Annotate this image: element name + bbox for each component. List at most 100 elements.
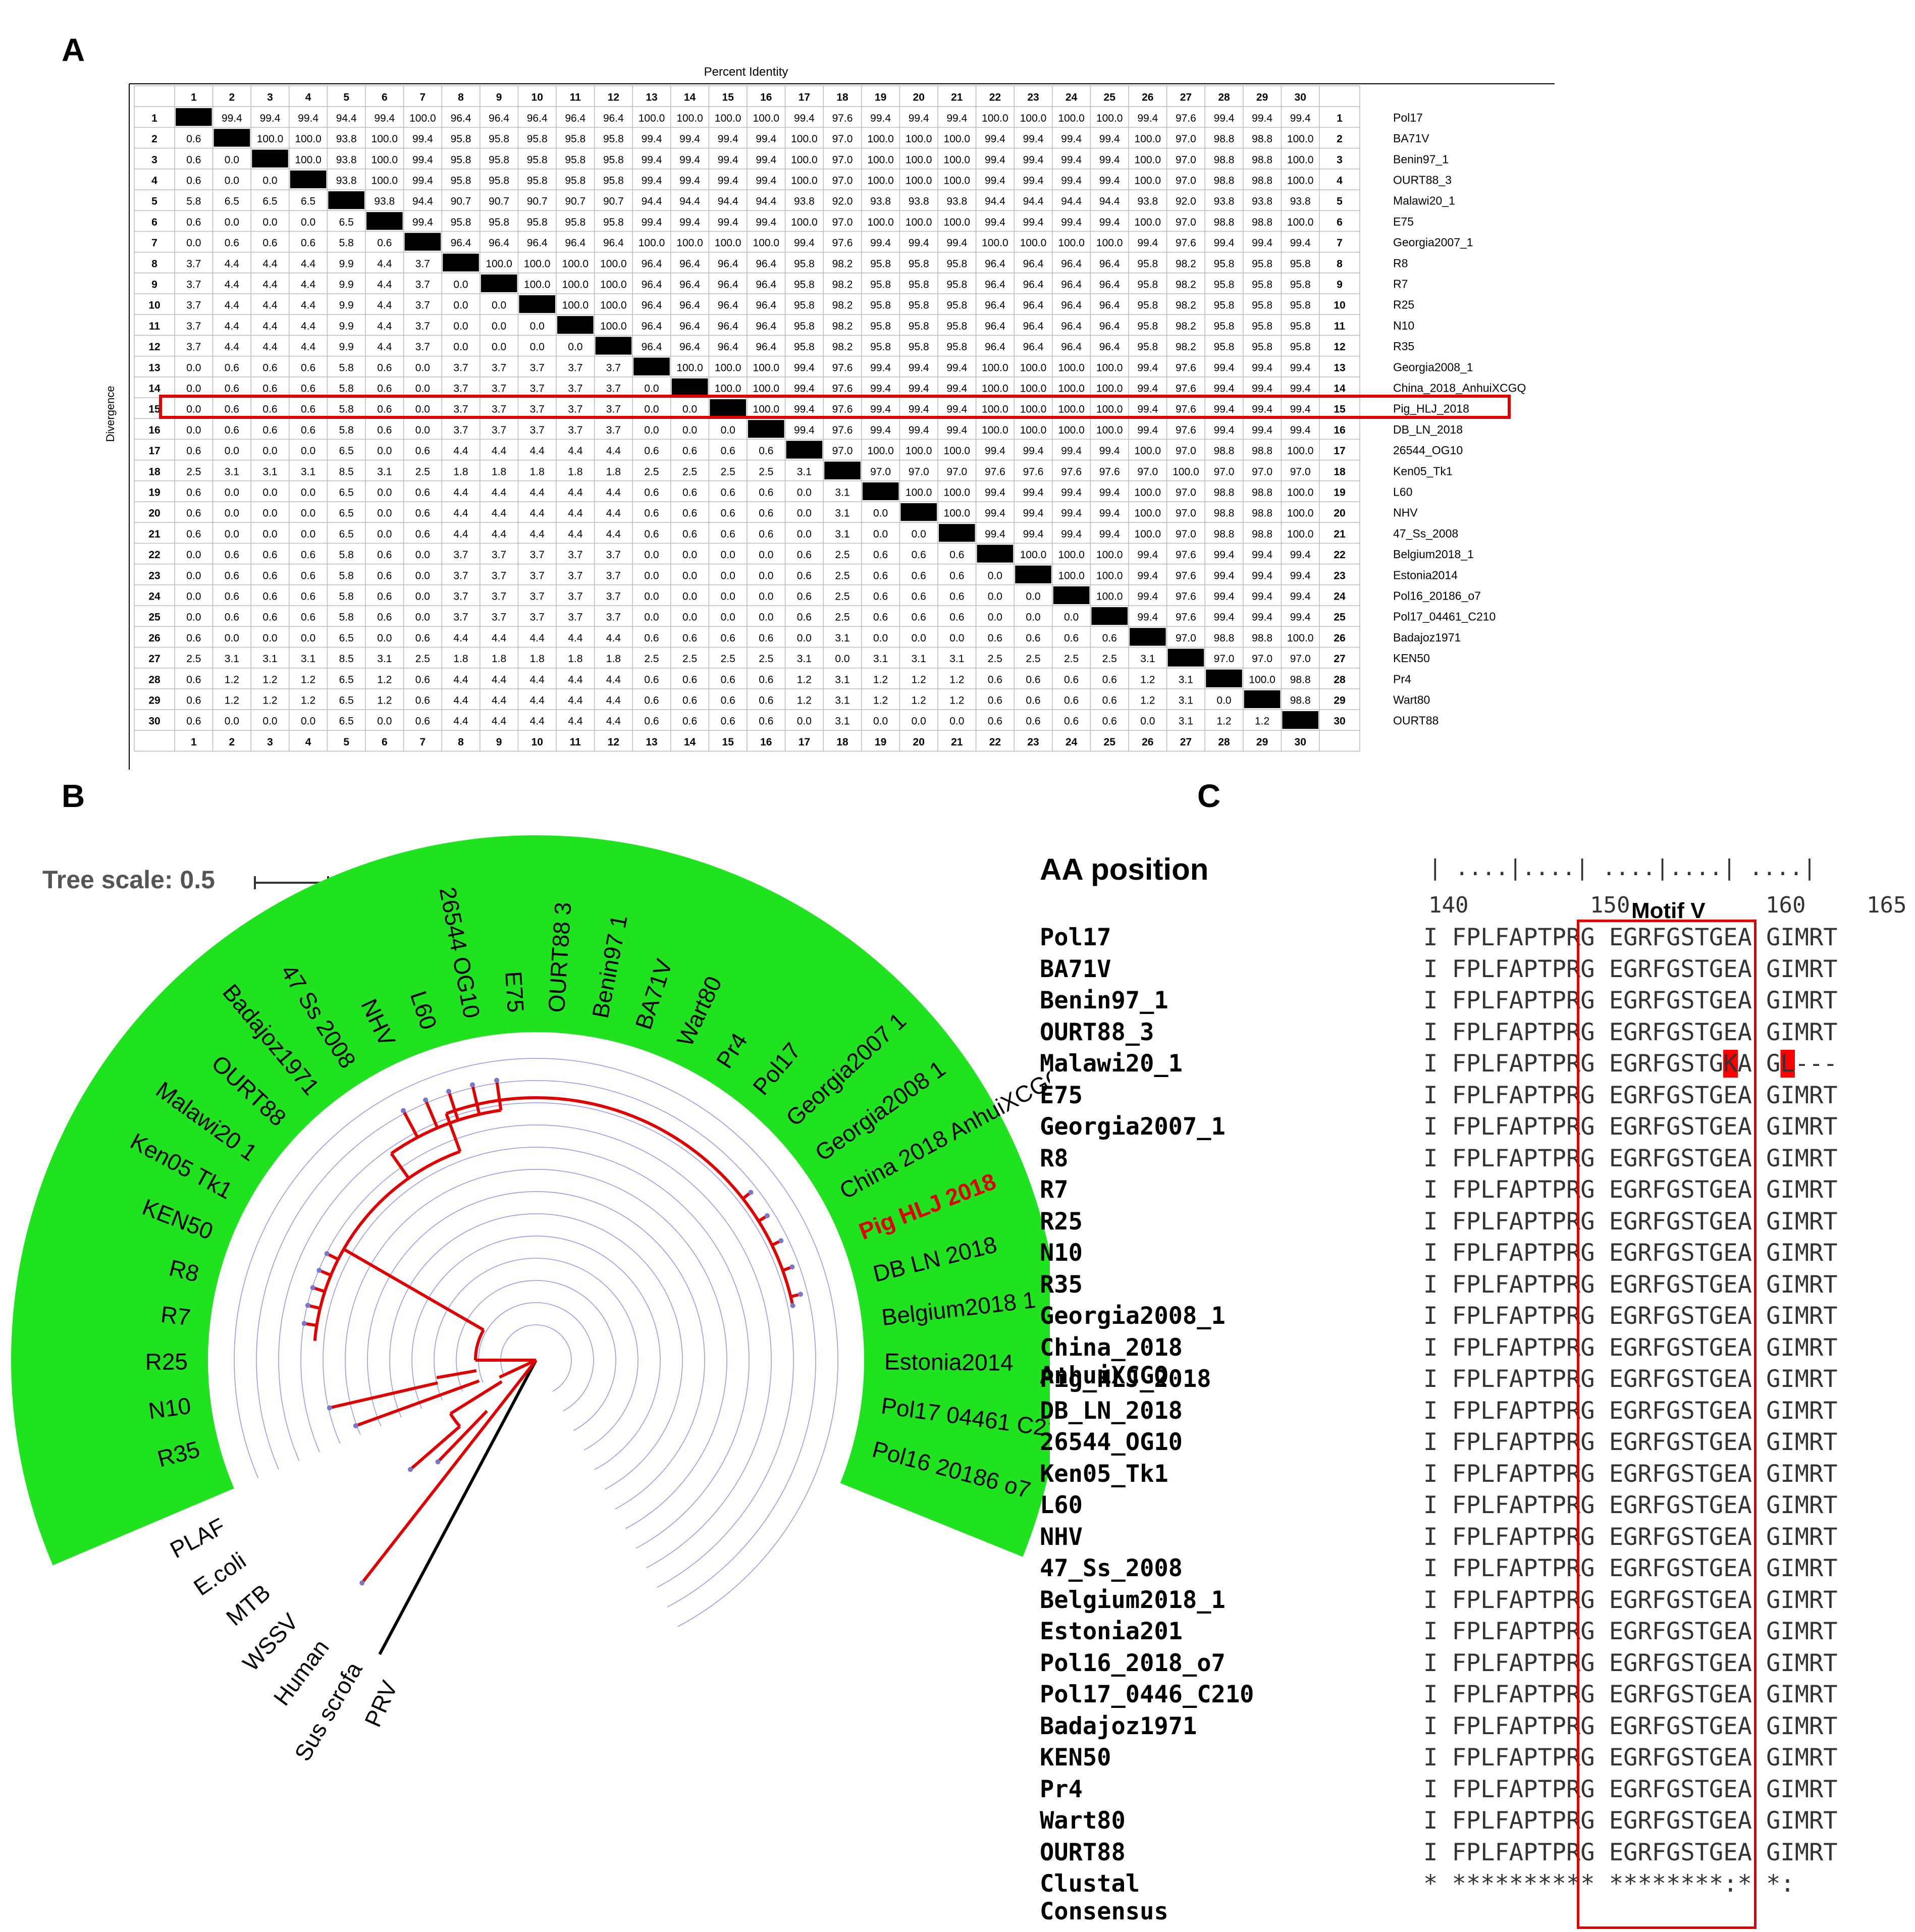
matrix-cell: 97.0 [1176, 175, 1196, 186]
matrix-cell: 4.4 [262, 341, 278, 353]
residue-158: E [1723, 1333, 1738, 1362]
sequence-residues: I FPLFAPTPRG EGRFGSTGEA GIMRT [1423, 1586, 1838, 1614]
col-number-header: 5 [343, 92, 349, 103]
matrix-cell: 96.4 [489, 237, 509, 249]
matrix-cell: 2.5 [721, 653, 735, 665]
matrix-cell: 93.8 [870, 196, 891, 207]
matrix-cell: 1.8 [568, 653, 582, 665]
matrix-cell: 0.6 [415, 674, 430, 685]
row-number-right: 17 [1334, 445, 1345, 457]
matrix-cell: 99.4 [1099, 175, 1120, 186]
residues-pre: I FPLFAPTPRG EGRFGSTG [1423, 1523, 1724, 1551]
matrix-cell: 98.8 [1252, 528, 1272, 540]
sequence-residues: I FPLFAPTPRG EGRFGSTGEA GIMRT [1423, 1302, 1838, 1330]
matrix-cell: 99.4 [985, 175, 1005, 186]
residues-pre: I FPLFAPTPRG EGRFGSTG [1423, 1744, 1724, 1772]
matrix-cell: 8.5 [339, 466, 354, 477]
matrix-cell: 97.6 [1176, 612, 1196, 623]
matrix-cell: 1.8 [606, 653, 621, 665]
matrix-cell: 3.1 [377, 653, 392, 665]
residue-158: E [1723, 1649, 1738, 1677]
row-number-right: 10 [1334, 300, 1345, 311]
matrix-cell: 99.4 [1061, 487, 1082, 498]
matrix-cell: 97.6 [1176, 424, 1196, 436]
col-number-header: 26 [1142, 92, 1153, 103]
matrix-cell: 0.0 [262, 217, 277, 228]
residues-post: MRT [1794, 1018, 1838, 1046]
residues-post: MRT [1794, 1838, 1838, 1866]
diagonal-cell [290, 170, 327, 188]
matrix-cell: 100.0 [906, 175, 932, 186]
matrix-cell: 98.8 [1214, 154, 1235, 166]
residues-gap: A [1737, 1207, 1767, 1236]
tree-ring [234, 1058, 838, 1627]
matrix-cell: 0.6 [262, 237, 277, 249]
matrix-cell: 97.0 [870, 466, 891, 477]
col-number-footer: 21 [951, 736, 963, 748]
matrix-cell: 0.6 [186, 528, 201, 540]
matrix-cell: 99.4 [985, 217, 1005, 228]
residue-158: E [1723, 1491, 1738, 1519]
col-number-footer: 13 [646, 736, 657, 748]
matrix-cell: 95.8 [1252, 320, 1272, 332]
diagonal-cell [1244, 690, 1281, 708]
matrix-cell: 96.4 [718, 341, 738, 353]
residue-158: E [1723, 1176, 1738, 1204]
row-strain-name: OURT88 [1393, 714, 1439, 727]
residues-gap: A [1737, 1176, 1767, 1204]
matrix-cell: 96.4 [1099, 300, 1120, 311]
highlight-row-box [159, 395, 1511, 419]
matrix-cell: 99.4 [1023, 528, 1044, 540]
matrix-cell: 99.4 [374, 113, 395, 124]
matrix-cell: 3.7 [453, 612, 468, 623]
matrix-cell: 99.4 [679, 133, 700, 145]
tree-ring [367, 1191, 705, 1510]
matrix-cell: 95.8 [527, 217, 548, 228]
sequence-residues: I FPLFAPTPRG EGRFGSTGEA GIMRT [1423, 1176, 1838, 1204]
matrix-cell: 3.1 [835, 694, 849, 706]
matrix-cell: 90.7 [489, 196, 509, 207]
matrix-cell: 100.0 [1020, 237, 1047, 249]
matrix-cell: 100.0 [715, 383, 741, 394]
matrix-cell: 95.8 [1252, 341, 1272, 353]
residue-158: E [1723, 955, 1738, 983]
col-number-header: 30 [1295, 92, 1306, 103]
matrix-cell: 100.0 [944, 445, 971, 457]
matrix-cell: 94.4 [336, 113, 357, 124]
residues-gap: A [1737, 1239, 1767, 1267]
matrix-cell: 2.5 [721, 466, 735, 477]
residue-158: E [1723, 1018, 1738, 1046]
matrix-cell: 0.0 [225, 445, 239, 457]
matrix-cell: 4.4 [377, 300, 392, 311]
matrix-cell: 0.6 [1064, 674, 1079, 685]
residues-162: GI [1766, 1270, 1795, 1299]
tree-tip-label: N10 [147, 1392, 193, 1424]
matrix-cell: 0.6 [225, 612, 239, 623]
matrix-cell: 96.4 [985, 279, 1005, 290]
row-number-left: 4 [151, 175, 157, 186]
matrix-cell: 3.7 [568, 591, 582, 602]
matrix-cell: 0.6 [759, 694, 773, 706]
matrix-cell: 100.0 [867, 133, 894, 145]
diagonal-cell [671, 378, 708, 396]
sequence-name: Benin97_1 [1040, 987, 1168, 1014]
panel-label-a: A [62, 32, 85, 68]
matrix-cell: 95.8 [794, 300, 815, 311]
matrix-cell: 94.4 [1099, 196, 1120, 207]
outgroup-label: MTB [221, 1579, 276, 1631]
row-number-left: 21 [148, 528, 161, 540]
matrix-cell: 99.4 [1137, 612, 1158, 623]
col-number-footer: 25 [1104, 736, 1116, 748]
matrix-cell: 98.8 [1252, 508, 1272, 519]
matrix-cell: 3.7 [530, 570, 545, 581]
matrix-cell: 1.2 [949, 694, 964, 706]
matrix-cell: 96.4 [1023, 300, 1044, 311]
matrix-cell: 93.8 [1252, 196, 1272, 207]
matrix-cell: 0.6 [988, 716, 1002, 727]
sequence-name: Ken05_Tk1 [1040, 1460, 1168, 1488]
matrix-cell: 0.0 [644, 424, 659, 436]
diagonal-cell [1091, 607, 1128, 625]
matrix-cell: 99.4 [794, 113, 815, 124]
sequence-residues: I FPLFAPTPRG EGRFGSTGEA GIMRT [1423, 1428, 1838, 1456]
matrix-cell: 99.4 [1061, 445, 1082, 457]
